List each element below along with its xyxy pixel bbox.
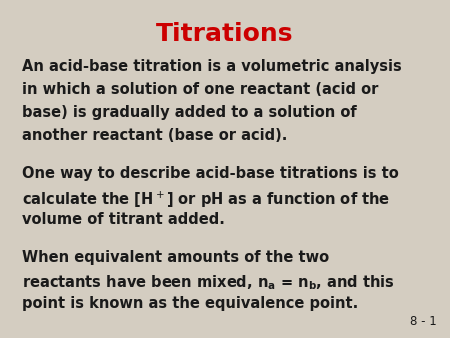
Text: volume of titrant added.: volume of titrant added. bbox=[22, 212, 225, 227]
Text: base) is gradually added to a solution of: base) is gradually added to a solution o… bbox=[22, 105, 357, 120]
Text: An acid-base titration is a volumetric analysis: An acid-base titration is a volumetric a… bbox=[22, 59, 402, 74]
Text: calculate the [H$^+$] or pH as a function of the: calculate the [H$^+$] or pH as a functio… bbox=[22, 189, 391, 210]
Text: reactants have been mixed, $\mathbf{n_a}$ = $\mathbf{n_b}$, and this: reactants have been mixed, $\mathbf{n_a}… bbox=[22, 273, 395, 292]
Text: in which a solution of one reactant (acid or: in which a solution of one reactant (aci… bbox=[22, 82, 379, 97]
Text: another reactant (base or acid).: another reactant (base or acid). bbox=[22, 128, 288, 143]
Text: When equivalent amounts of the two: When equivalent amounts of the two bbox=[22, 250, 329, 265]
Text: Titrations: Titrations bbox=[156, 22, 294, 46]
Text: 8 - 1: 8 - 1 bbox=[410, 315, 436, 328]
Text: One way to describe acid-base titrations is to: One way to describe acid-base titrations… bbox=[22, 166, 399, 181]
Text: point is known as the equivalence point.: point is known as the equivalence point. bbox=[22, 296, 359, 311]
